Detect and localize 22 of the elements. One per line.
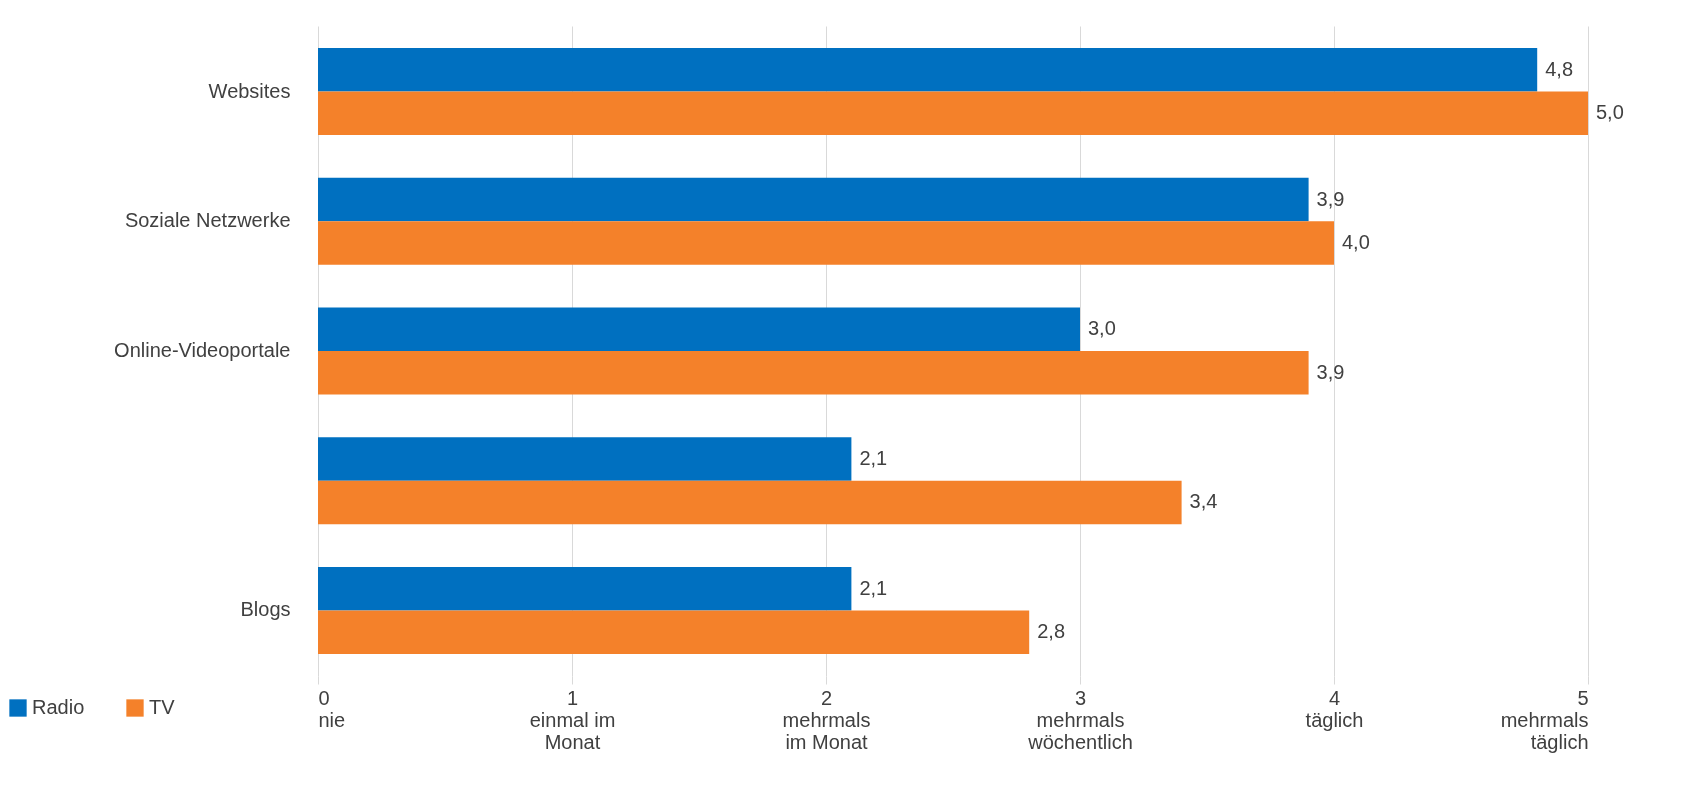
x-tick-label: 1 einmal im Monat <box>529 686 616 753</box>
x-tick-label: 4 täglich <box>1305 686 1364 731</box>
x-tick-label: 3 mehrmals wöchentlich <box>1027 686 1133 753</box>
legend-label: TV <box>149 696 176 718</box>
x-tick-label: 0 nie <box>318 686 346 731</box>
data-label: 2,1 <box>859 576 888 599</box>
x-tick-label: 2 mehrmals im Monat <box>782 686 871 753</box>
y-tick-label: Soziale Netzwerke <box>124 209 291 232</box>
data-label: 5,0 <box>1596 101 1624 124</box>
data-label: 4,0 <box>1342 230 1370 253</box>
data-label: 2,8 <box>1037 620 1066 643</box>
data-label: 2,1 <box>859 447 888 470</box>
data-label: 3,4 <box>1189 490 1218 513</box>
y-tick-label: Blogs <box>240 598 291 621</box>
data-label: 3,0 <box>1088 317 1116 340</box>
y-tick-label: Websites <box>208 79 291 102</box>
data-label: 3,9 <box>1316 360 1345 383</box>
data-label: 3,9 <box>1316 187 1345 210</box>
legend-label: Radio <box>32 696 85 718</box>
data-label: 4,8 <box>1545 57 1574 80</box>
x-tick-label: 5 mehrmals täglich <box>1500 686 1589 753</box>
y-tick-label: Online-Videoportale <box>114 339 291 361</box>
